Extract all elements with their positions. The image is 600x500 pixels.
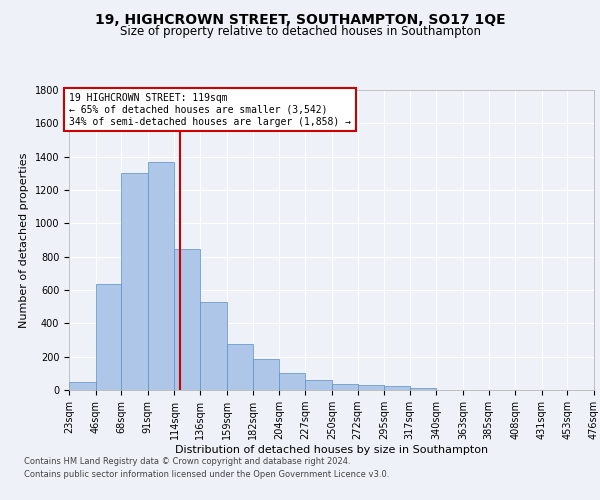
Bar xyxy=(332,384,358,390)
Text: 19, HIGHCROWN STREET, SOUTHAMPTON, SO17 1QE: 19, HIGHCROWN STREET, SOUTHAMPTON, SO17 … xyxy=(95,12,505,26)
Bar xyxy=(305,380,332,390)
Bar xyxy=(227,344,253,390)
Bar xyxy=(253,359,279,390)
Bar xyxy=(148,162,175,390)
Text: Size of property relative to detached houses in Southampton: Size of property relative to detached ho… xyxy=(119,25,481,38)
Bar xyxy=(200,302,227,390)
Bar xyxy=(384,386,410,390)
Bar xyxy=(279,372,305,390)
Bar xyxy=(121,172,148,390)
Bar xyxy=(358,385,384,390)
Bar xyxy=(175,249,200,390)
Text: Contains public sector information licensed under the Open Government Licence v3: Contains public sector information licen… xyxy=(24,470,389,479)
Text: 19 HIGHCROWN STREET: 119sqm
← 65% of detached houses are smaller (3,542)
34% of : 19 HIGHCROWN STREET: 119sqm ← 65% of det… xyxy=(69,94,351,126)
X-axis label: Distribution of detached houses by size in Southampton: Distribution of detached houses by size … xyxy=(175,445,488,455)
Text: Contains HM Land Registry data © Crown copyright and database right 2024.: Contains HM Land Registry data © Crown c… xyxy=(24,458,350,466)
Bar xyxy=(95,284,121,390)
Bar xyxy=(410,388,436,390)
Y-axis label: Number of detached properties: Number of detached properties xyxy=(19,152,29,328)
Bar xyxy=(69,382,95,390)
